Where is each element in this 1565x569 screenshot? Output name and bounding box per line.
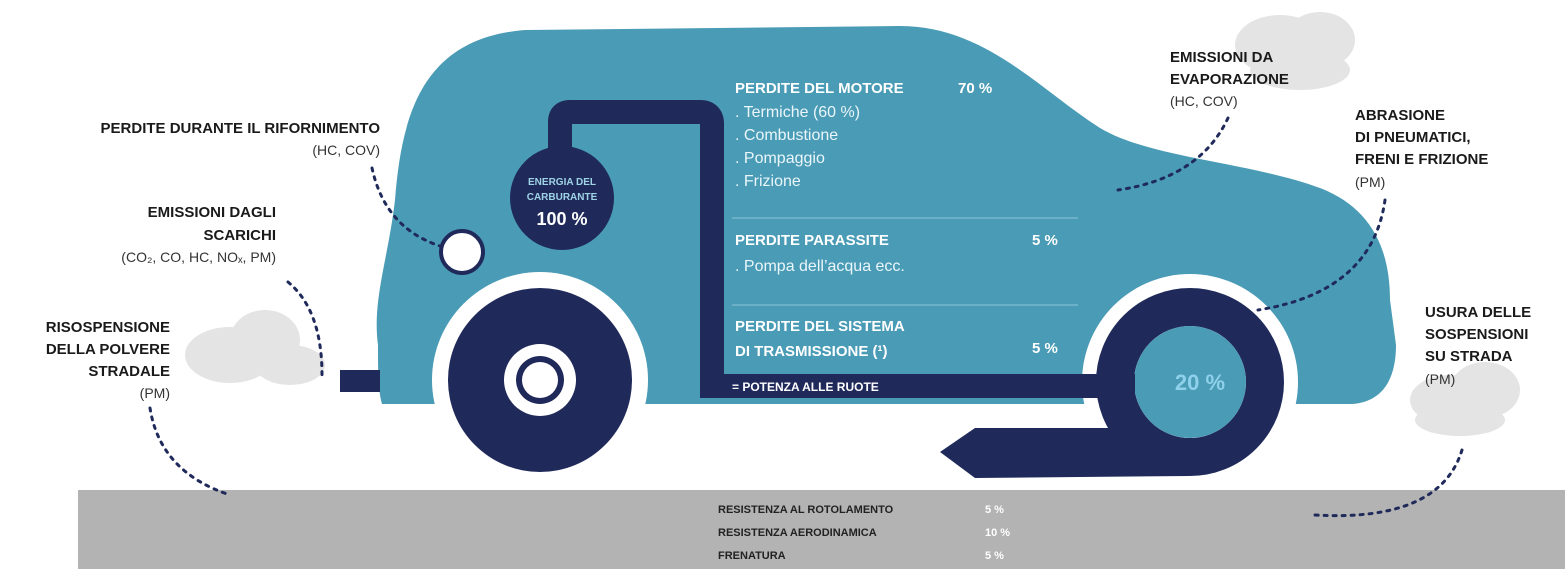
leader (148, 406, 232, 497)
loss-value: 5 % (1032, 232, 1058, 249)
label-note: (PM) (1425, 371, 1455, 387)
loss-title: PERDITE DEL SISTEMA (735, 318, 905, 335)
leader (1313, 448, 1464, 518)
loss-item: . Termiche (60 %) (735, 104, 860, 121)
exhaust (340, 370, 380, 392)
label-note: (HC, COV) (312, 142, 380, 158)
road-value: 10 % (985, 527, 1010, 539)
label-note: (CO₂, CO, HC, NOₓ, PM) (121, 249, 276, 265)
label-title: PERDITE DURANTE IL RIFORNIMENTO (101, 120, 381, 137)
cloud (1235, 12, 1355, 90)
road-value: 5 % (985, 504, 1004, 516)
fuel-label: ENERGIA DEL (528, 177, 596, 188)
fuel-cap (439, 229, 485, 275)
label-title: EVAPORAZIONE (1170, 71, 1289, 88)
label-title: ABRASIONE (1355, 107, 1445, 124)
energy-pipe (548, 100, 724, 386)
fuel-circle (510, 146, 614, 250)
road (78, 490, 1565, 569)
wheel-tail (940, 428, 1190, 478)
loss-title: DI TRASMISSIONE (¹) (735, 343, 888, 360)
leader (370, 166, 442, 248)
rear-hub-dot (522, 362, 558, 398)
label-title: EMISSIONI DA (1170, 49, 1274, 66)
road-label: RESISTENZA AL ROTOLAMENTO (718, 504, 894, 516)
leader (1256, 198, 1387, 312)
road-label: RESISTENZA AERODINAMICA (718, 527, 877, 539)
label-title: DI PNEUMATICI, (1355, 129, 1471, 146)
label-note: (PM) (1355, 174, 1385, 190)
label-title: STRADALE (88, 363, 170, 380)
loss-item: . Pompaggio (735, 150, 825, 167)
label-title: EMISSIONI DAGLI (148, 204, 276, 221)
leader (1116, 116, 1230, 192)
fuel-value: 100 % (536, 209, 587, 229)
power-label: = POTENZA ALLE RUOTE (732, 380, 879, 394)
label-title: SOSPENSIONI (1425, 326, 1528, 343)
label-title: USURA DELLE (1425, 304, 1531, 321)
cloud (1410, 362, 1520, 436)
power-value: 20 % (1175, 370, 1225, 395)
loss-item: . Frizione (735, 173, 801, 190)
label-title: FRENI E FRIZIONE (1355, 151, 1488, 168)
loss-value: 5 % (1032, 340, 1058, 357)
label-note: (HC, COV) (1170, 93, 1238, 109)
loss-title: PERDITE DEL MOTORE (735, 80, 904, 97)
label-title: RISOSPENSIONE (46, 319, 170, 336)
fuel-label: CARBURANTE (527, 192, 598, 203)
front-hub (1134, 326, 1246, 438)
power-bar (700, 374, 1135, 398)
loss-item: . Combustione (735, 127, 838, 144)
loss-item: . Pompa dell’acqua ecc. (735, 258, 905, 275)
road-value: 5 % (985, 550, 1004, 562)
road-label: FRENATURA (718, 550, 786, 562)
label-title: SCARICHI (203, 227, 276, 244)
label-title: SU STRADA (1425, 348, 1513, 365)
leader (286, 280, 324, 377)
label-title: DELLA POLVERE (46, 341, 170, 358)
loss-title: PERDITE PARASSITE (735, 232, 889, 249)
label-note: (PM) (140, 385, 170, 401)
cloud (185, 310, 325, 385)
loss-value: 70 % (958, 80, 992, 97)
